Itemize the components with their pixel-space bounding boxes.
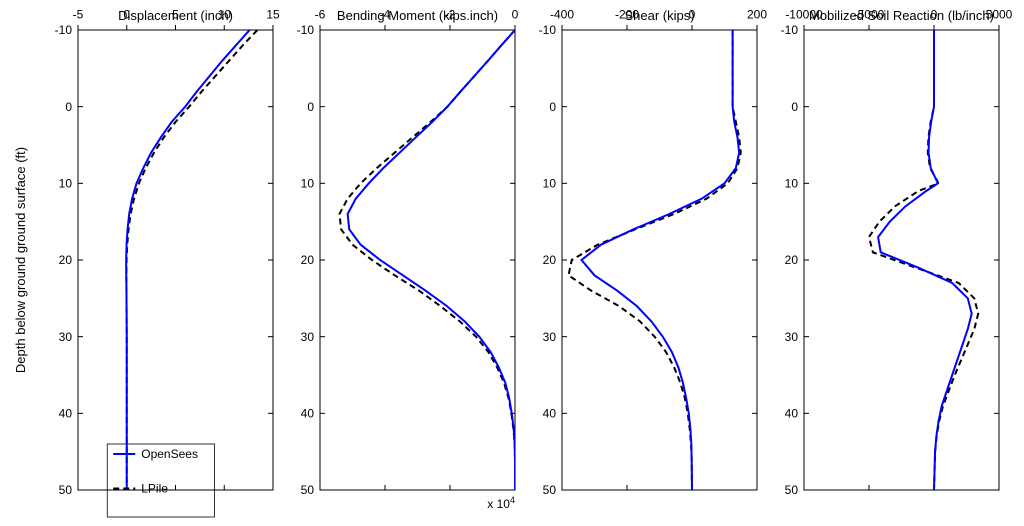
panel-3: Mobilized Soil Reaction (lb/inch)-10000-… [781, 8, 1013, 498]
panel-title: Mobilized Soil Reaction (lb/inch) [809, 8, 994, 23]
x-tick-label: 10 [218, 8, 232, 22]
y-tick-label: 50 [785, 483, 799, 497]
figure: Depth below ground ground surface (ft)Di… [0, 0, 1024, 526]
x-tick-label: -200 [615, 8, 639, 22]
y-tick-label: 0 [549, 100, 556, 114]
x-tick-label: -2 [445, 8, 456, 22]
x-tick-label: 5000 [986, 8, 1013, 22]
y-tick-label: -10 [55, 23, 73, 37]
y-tick-label: 30 [785, 330, 799, 344]
x-tick-label: 0 [512, 8, 519, 22]
y-tick-label: 30 [543, 330, 557, 344]
y-tick-label: 40 [543, 407, 557, 421]
y-tick-label: 10 [59, 177, 73, 191]
y-tick-label: 30 [59, 330, 73, 344]
x-tick-label: -400 [550, 8, 574, 22]
legend: OpenSees LPile [107, 444, 214, 517]
legend-label-opensees: OpenSees [141, 447, 198, 461]
series-lpile [869, 30, 978, 490]
x-exponent-label: x 104 [487, 495, 515, 511]
y-tick-label: 0 [791, 100, 798, 114]
x-tick-label: 0 [123, 8, 130, 22]
y-tick-label: 40 [301, 407, 315, 421]
x-tick-label: -6 [315, 8, 326, 22]
x-tick-label: -10000 [785, 8, 823, 22]
panel-0: Displacement (inch)-5051015-100102030405… [55, 8, 280, 517]
y-tick-label: -10 [539, 23, 557, 37]
x-tick-label: 5 [172, 8, 179, 22]
y-tick-label: -10 [781, 23, 799, 37]
y-tick-label: 30 [301, 330, 315, 344]
panel-title: Bending Moment (kips.inch) [337, 8, 498, 23]
y-tick-label: 10 [543, 177, 557, 191]
plot-frame [78, 30, 273, 490]
y-tick-label: 0 [307, 100, 314, 114]
x-tick-label: -5000 [854, 8, 885, 22]
x-tick-label: -4 [380, 8, 391, 22]
series-opensees [582, 30, 740, 490]
y-tick-label: 20 [59, 253, 73, 267]
y-tick-label: 20 [301, 253, 315, 267]
y-tick-label: -10 [297, 23, 315, 37]
x-tick-label: -5 [73, 8, 84, 22]
series-lpile [569, 30, 741, 490]
x-tick-label: 0 [931, 8, 938, 22]
y-tick-label: 50 [59, 483, 73, 497]
y-tick-label: 50 [301, 483, 315, 497]
y-tick-label: 10 [785, 177, 799, 191]
y-tick-label: 40 [59, 407, 73, 421]
legend-label-lpile: LPile [141, 482, 168, 496]
panel-1: Bending Moment (kips.inch) -6 -4 -2 0 -10 0 10 2… [297, 8, 519, 511]
y-tick-label: 50 [543, 483, 557, 497]
x-tick-label: 200 [747, 8, 767, 22]
x-tick-label: 15 [266, 8, 280, 22]
panel-2: Shear (kips)-400-2000200-1001020304050 [539, 8, 768, 498]
y-tick-label: 0 [65, 100, 72, 114]
x-tick-label: 0 [689, 8, 696, 22]
y-tick-label: 20 [785, 253, 799, 267]
y-tick-label: 40 [785, 407, 799, 421]
plot-frame [320, 30, 515, 490]
y-tick-label: 10 [301, 177, 315, 191]
y-tick-label: 20 [543, 253, 557, 267]
series-opensees [126, 30, 249, 490]
y-axis-label: Depth below ground ground surface (ft) [13, 147, 28, 373]
series-lpile [340, 30, 516, 490]
plot-frame [562, 30, 757, 490]
